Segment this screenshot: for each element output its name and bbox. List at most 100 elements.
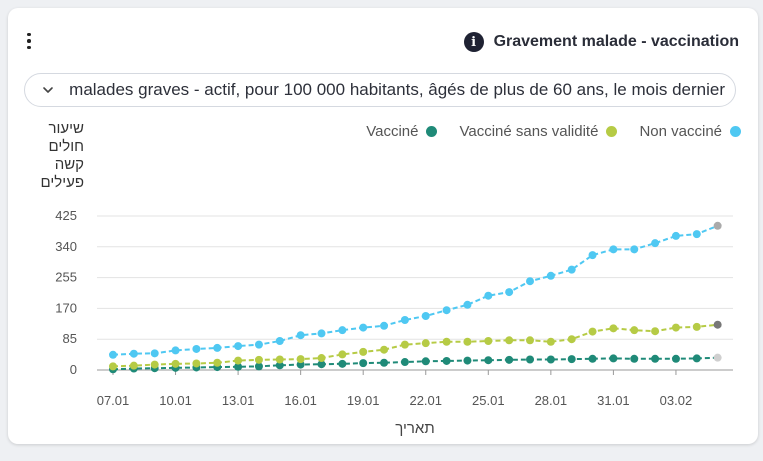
data-point (630, 326, 639, 335)
x-tick-label: 13.01 (222, 393, 255, 408)
data-point (567, 335, 576, 344)
data-point (109, 362, 117, 371)
data-point (400, 340, 409, 349)
data-point (380, 358, 389, 367)
data-point (254, 355, 263, 364)
data-point (505, 288, 514, 297)
data-point (442, 356, 451, 365)
data-point (421, 312, 430, 321)
data-point (421, 339, 430, 348)
y-tick-label: 170 (55, 300, 77, 315)
x-tick-label: 19.01 (347, 393, 380, 408)
data-point (651, 239, 660, 248)
data-point (692, 322, 701, 331)
data-point (463, 356, 472, 365)
data-point (546, 355, 555, 364)
data-point (129, 361, 138, 370)
legend-item-vaccine[interactable]: Vacciné (366, 122, 438, 140)
data-point (567, 355, 576, 364)
data-point (505, 336, 514, 345)
data-point (129, 349, 138, 358)
data-point (213, 343, 222, 352)
data-point (400, 358, 409, 367)
data-point (630, 245, 639, 254)
data-point (275, 361, 284, 370)
data-point (192, 344, 201, 353)
x-axis-title: תאריך (395, 420, 434, 437)
x-tick-label: 10.01 (159, 393, 192, 408)
legend-label: Vacciné (366, 122, 419, 140)
data-point (317, 329, 326, 338)
data-point (400, 315, 409, 324)
data-point (254, 340, 263, 349)
data-point (234, 356, 243, 365)
y-axis-label: שיעור חולים קשה פעילים (24, 120, 85, 192)
x-tick-label: 07.01 (97, 393, 130, 408)
data-point (338, 359, 347, 368)
data-point (109, 350, 117, 359)
data-point (651, 327, 660, 336)
data-point (630, 354, 639, 363)
y-axis-label-line: שיעור (48, 120, 85, 137)
metric-select[interactable]: Par statut vaccinal, taux de malades gra… (24, 73, 736, 107)
data-point (171, 346, 180, 355)
data-point (484, 337, 493, 346)
data-point (505, 355, 514, 364)
legend-label: Non vacciné (639, 122, 722, 140)
data-point (150, 360, 159, 369)
data-point (526, 336, 534, 345)
legend-dot-icon (730, 125, 741, 137)
data-point (713, 320, 722, 329)
data-point (442, 306, 451, 315)
data-point (254, 362, 263, 371)
card-title: Gravement malade - vaccination (493, 33, 739, 50)
legend-item-unvaccinated[interactable]: Non vacciné (639, 123, 741, 140)
data-point (484, 356, 493, 365)
data-point (692, 354, 701, 363)
data-point (338, 326, 347, 335)
y-tick-label: 0 (70, 362, 77, 377)
y-tick-label: 425 (55, 208, 77, 223)
data-point (671, 354, 680, 363)
data-point (359, 323, 368, 332)
data-point (296, 331, 305, 340)
more-options-icon[interactable] (22, 30, 36, 52)
legend-item-vaccine-expired[interactable]: Vacciné sans validité (459, 122, 618, 140)
data-point (338, 350, 347, 359)
data-point (213, 358, 222, 367)
data-point (651, 354, 660, 363)
data-point (192, 359, 201, 368)
data-point (359, 347, 368, 356)
data-point (526, 277, 534, 286)
x-tick-label: 28.01 (535, 393, 568, 408)
y-axis-label-line: קשה (54, 156, 84, 173)
series-line (112, 323, 718, 368)
data-point (671, 231, 680, 240)
x-tick-label: 22.01 (409, 393, 442, 408)
data-point (463, 337, 472, 346)
chevron-down-icon (43, 87, 53, 93)
legend-label: Vacciné sans validité (459, 122, 599, 140)
y-axis-label-line: פעילים (40, 174, 85, 191)
y-tick-label: 255 (55, 270, 77, 285)
legend-dot-icon (606, 125, 618, 137)
data-point (150, 349, 159, 358)
x-tick-label: 03.02 (660, 393, 693, 408)
series-line (112, 224, 719, 356)
x-tick-label: 16.01 (284, 393, 317, 408)
y-axis-label-line: חולים (48, 138, 85, 155)
info-icon[interactable]: i (463, 32, 484, 52)
data-point (567, 265, 576, 274)
data-point (380, 345, 389, 354)
data-point (275, 337, 284, 346)
data-point (609, 245, 618, 254)
x-tick-label: 31.01 (597, 393, 630, 408)
data-point (546, 337, 555, 346)
card-header: i Gravement malade - vaccination (463, 31, 739, 53)
x-tick-label: 25.01 (472, 393, 505, 408)
data-point (275, 355, 284, 364)
data-point (317, 354, 326, 363)
data-point (588, 251, 597, 260)
data-point (609, 324, 618, 333)
